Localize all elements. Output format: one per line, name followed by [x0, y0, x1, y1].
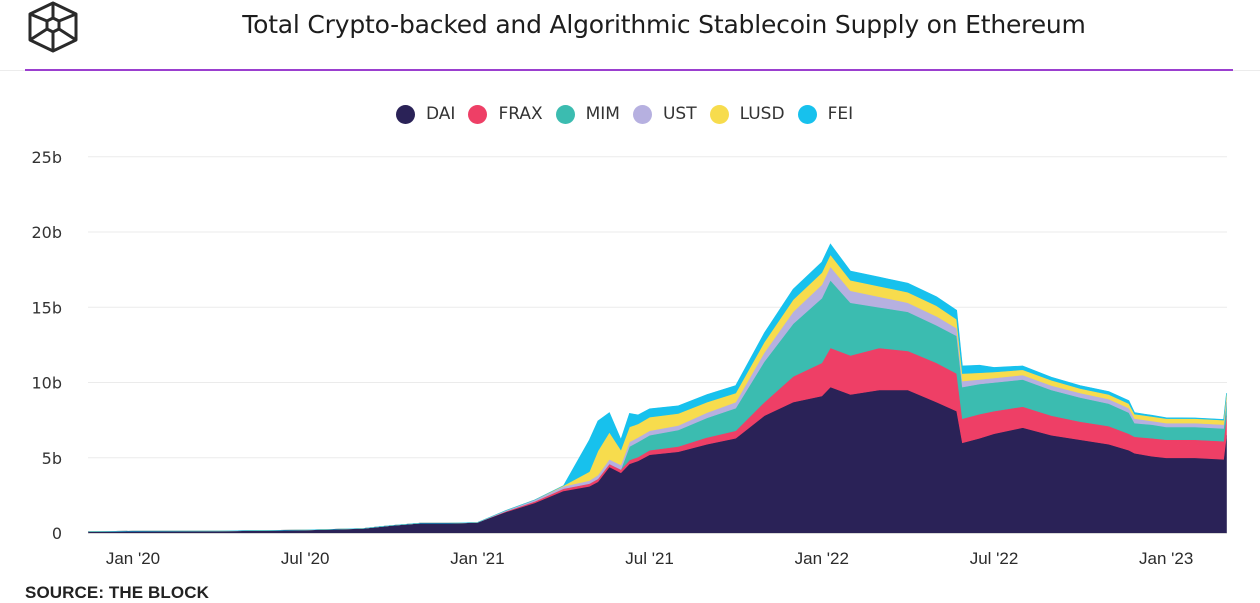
x-tick-label: Jan '23	[1139, 549, 1193, 568]
x-tick-label: Jul '20	[281, 549, 330, 568]
header-accent-rule	[25, 69, 1233, 71]
y-tick-label: 15b	[31, 298, 62, 317]
y-tick-label: 10b	[31, 374, 62, 393]
legend-item-fei[interactable]: FEI	[797, 104, 854, 124]
y-tick-label: 25b	[31, 148, 62, 167]
legend-label: MIM	[585, 104, 620, 124]
chart-legend: DAI FRAX MIM UST LUSD FEI	[396, 104, 866, 124]
legend-item-dai[interactable]: DAI	[396, 104, 455, 124]
legend-swatch-icon	[396, 104, 415, 124]
legend-swatch-icon	[709, 104, 729, 124]
source-credit: SOURCE: THE BLOCK	[25, 583, 209, 602]
y-tick-label: 0	[52, 524, 62, 543]
legend-label: LUSD	[739, 104, 785, 124]
legend-item-ust[interactable]: UST	[632, 104, 697, 124]
x-tick-label: Jan '22	[795, 549, 849, 568]
cube-logo-icon	[28, 1, 78, 53]
y-tick-label: 5b	[42, 449, 62, 468]
chart-title: Total Crypto-backed and Algorithmic Stab…	[242, 10, 1086, 39]
x-tick-label: Jan '20	[106, 549, 160, 568]
area-fei	[88, 243, 1227, 532]
legend-label: FRAX	[498, 104, 543, 124]
legend-swatch-icon	[468, 104, 488, 124]
x-tick-label: Jan '21	[450, 549, 504, 568]
legend-label: FEI	[827, 104, 854, 124]
x-tick-label: Jul '21	[625, 549, 674, 568]
legend-label: DAI	[426, 104, 456, 124]
legend-item-mim[interactable]: MIM	[555, 104, 620, 124]
legend-swatch-icon	[797, 104, 817, 124]
legend-label: UST	[662, 104, 697, 124]
legend-item-frax[interactable]: FRAX	[468, 104, 543, 124]
legend-item-lusd[interactable]: LUSD	[709, 104, 785, 124]
legend-swatch-icon	[632, 104, 652, 124]
x-tick-label: Jul '22	[970, 549, 1019, 568]
legend-swatch-icon	[555, 104, 575, 124]
y-tick-label: 20b	[31, 223, 62, 242]
